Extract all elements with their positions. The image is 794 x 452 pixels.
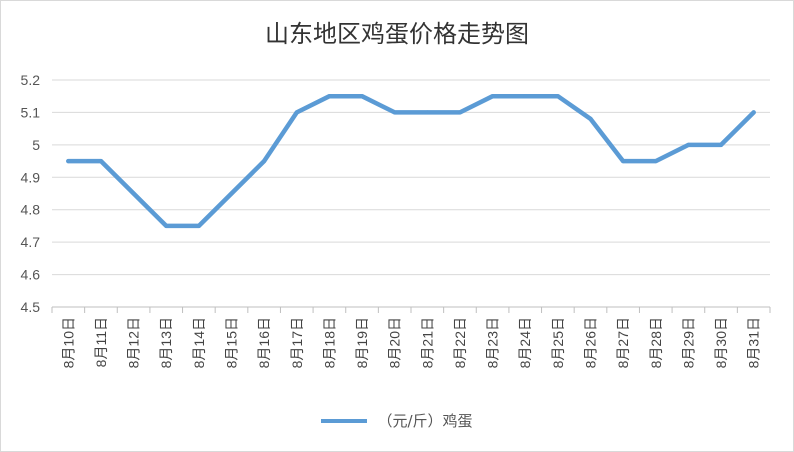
data-point xyxy=(327,94,332,99)
data-point xyxy=(392,110,397,115)
x-tick-label: 8月19日 xyxy=(354,317,370,368)
data-point xyxy=(360,94,365,99)
x-tick-label: 8月17日 xyxy=(289,317,305,368)
data-point xyxy=(294,110,299,115)
legend-swatch xyxy=(321,418,368,423)
y-tick-label: 4.9 xyxy=(21,169,41,185)
data-point xyxy=(131,191,136,196)
y-tick-label: 4.5 xyxy=(21,299,41,315)
data-point xyxy=(719,142,724,147)
data-point xyxy=(164,223,169,228)
x-tick-label: 8月25日 xyxy=(550,317,566,368)
y-tick-label: 4.6 xyxy=(21,267,41,283)
x-tick-label: 8月29日 xyxy=(680,317,696,368)
y-tick-label: 5 xyxy=(32,137,40,153)
y-tick-label: 5.2 xyxy=(21,72,41,88)
x-tick-label: 8月20日 xyxy=(387,317,403,368)
x-tick-label: 8月12日 xyxy=(126,317,142,368)
legend-label: （元/斤）鸡蛋 xyxy=(377,412,473,430)
x-tick-label: 8月10日 xyxy=(60,317,76,368)
x-axis-ticks: 8月10日 8月11日 8月12日 8月13日 8月14日 8月15日 8月16日 8月17日… xyxy=(60,317,761,368)
data-point xyxy=(262,159,267,164)
x-tick-label: 8月24日 xyxy=(517,317,533,368)
data-point xyxy=(523,94,528,99)
data-point xyxy=(490,94,495,99)
data-point xyxy=(653,159,658,164)
x-tick-label: 8月11日 xyxy=(93,317,109,367)
data-point xyxy=(457,110,462,115)
x-tick-label: 8月18日 xyxy=(321,317,337,368)
data-point xyxy=(66,159,71,164)
x-tick-label: 8月23日 xyxy=(485,317,501,368)
x-tick-label: 8月22日 xyxy=(452,317,468,368)
series-line xyxy=(66,93,756,229)
data-point xyxy=(588,116,593,121)
series-lines xyxy=(66,93,756,229)
x-tick-label: 8月28日 xyxy=(648,317,664,368)
y-tick-label: 5.1 xyxy=(21,104,41,120)
gridlines xyxy=(51,79,771,313)
data-point xyxy=(425,110,430,115)
data-point xyxy=(229,191,234,196)
y-tick-label: 4.8 xyxy=(21,202,41,218)
chart-title: 山东地区鸡蛋价格走势图 xyxy=(265,20,529,48)
x-tick-label: 8月27日 xyxy=(615,317,631,368)
data-point xyxy=(621,159,626,164)
x-tick-label: 8月15日 xyxy=(224,317,240,368)
legend: （元/斤）鸡蛋 xyxy=(0,410,794,431)
x-tick-label: 8月13日 xyxy=(158,317,174,368)
data-point xyxy=(751,110,756,115)
y-axis-ticks: 4.5 4.6 4.7 4.8 4.9 5 5.1 5.2 xyxy=(21,72,41,315)
x-tick-label: 8月30日 xyxy=(713,317,729,368)
x-tick-label: 8月21日 xyxy=(419,317,435,368)
x-tick-label: 8月16日 xyxy=(256,317,272,368)
data-point xyxy=(98,159,103,164)
data-point xyxy=(555,94,560,99)
data-point xyxy=(686,142,691,147)
x-tick-label: 8月14日 xyxy=(191,317,207,368)
data-point xyxy=(196,223,201,228)
x-tick-label: 8月31日 xyxy=(746,317,762,368)
y-tick-label: 4.7 xyxy=(21,234,41,250)
x-tick-label: 8月26日 xyxy=(583,317,599,368)
